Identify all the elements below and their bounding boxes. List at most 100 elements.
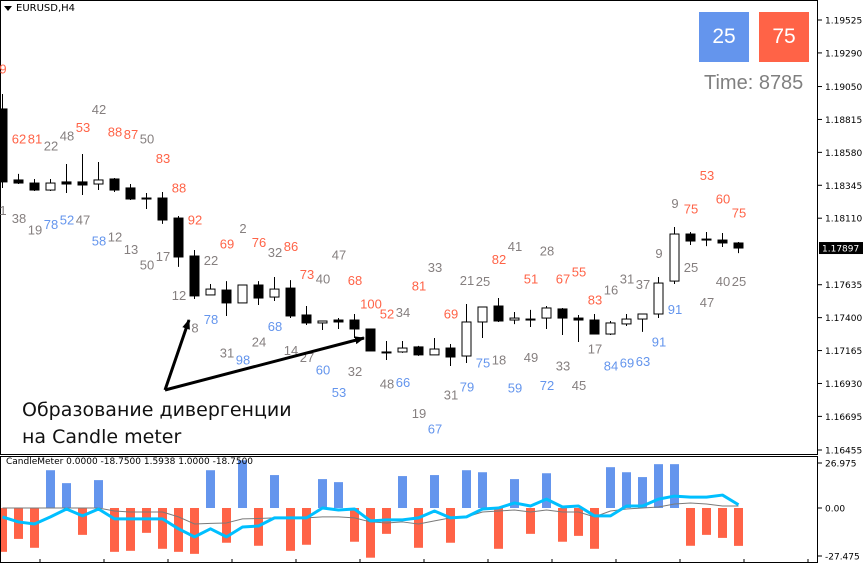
annotation-line-1: Образование дивергенции [22, 399, 292, 421]
histogram-bar-down [702, 507, 711, 535]
histogram-bar-down [366, 507, 375, 558]
candle [189, 249, 200, 300]
histogram-bar-down [558, 507, 567, 542]
meter-value-label: 8 [191, 320, 198, 335]
meter-value-label: 69 [220, 236, 234, 251]
meter-value-label: 67 [428, 421, 442, 436]
histogram-bar-down [526, 507, 535, 534]
meter-value-label: 48 [60, 129, 74, 144]
meter-value-label: 60 [716, 192, 730, 207]
bear-candle-body [573, 317, 584, 321]
meter-value-label: 66 [396, 375, 410, 390]
meter-value-label: 31 [444, 388, 458, 403]
dropdown-triangle-icon[interactable] [4, 6, 12, 11]
candle [365, 328, 376, 352]
symbol-header[interactable]: EURUSD,H4 [4, 3, 75, 14]
meter-value-label: 48 [380, 376, 394, 391]
meter-value-label: 91 [652, 334, 666, 349]
histogram-bar-down [14, 507, 23, 539]
bear-candle-body [189, 255, 200, 297]
meter-value-label: 2 [239, 221, 246, 236]
meter-value-label: 45 [572, 378, 586, 393]
meter-value-label: 87 [124, 127, 138, 142]
meter-value-label: 49 [524, 350, 538, 365]
bull-candle-body [317, 320, 328, 324]
meter-value-label: 53 [700, 168, 714, 183]
meter-value-label: 75 [684, 201, 698, 216]
bear-candle-body [685, 233, 696, 242]
candle [653, 277, 664, 319]
bear-candle-body [349, 319, 360, 330]
bear-candle-body [0, 108, 8, 183]
meter-value-label: 75 [476, 355, 490, 370]
candle [333, 318, 344, 329]
histogram-bar-up [654, 464, 663, 508]
candle [541, 306, 552, 329]
meter-value-label: 59 [508, 381, 522, 396]
candle [141, 192, 152, 209]
indicator-tick-label: -27.475 [825, 553, 860, 563]
histogram-bar-up [606, 467, 615, 508]
meter-value-label: 83 [156, 151, 170, 166]
candle [381, 341, 392, 360]
meter-value-label: 14 [284, 343, 298, 358]
current-price-marker [819, 242, 863, 255]
histogram-bar-up [670, 464, 679, 508]
meter-value-label: 69 [620, 355, 634, 370]
meter-value-label: 78 [44, 217, 58, 232]
bull-candle-body [429, 348, 440, 356]
meter-value-label: 22 [204, 253, 218, 268]
candle [685, 232, 696, 245]
bear-candle-body [29, 182, 40, 191]
meter-value-label: 32 [348, 364, 362, 379]
meter-value-label: 31 [620, 271, 634, 286]
meter-value-label: 37 [636, 277, 650, 292]
bull-candle-body [93, 179, 104, 185]
meter-value-label: 73 [300, 267, 314, 282]
histogram-bar-down [142, 507, 151, 533]
meter-value-label: 86 [284, 239, 298, 254]
meter-value-label: 91 [668, 302, 682, 317]
indicator-panel-frame [0, 456, 818, 563]
bull-candle-body [525, 318, 536, 321]
histogram-bar-down [350, 507, 359, 542]
meter-value-label: 50 [140, 131, 154, 146]
meter-value-label: 22 [44, 138, 58, 153]
candle [557, 307, 568, 336]
meter-value-label: 83 [588, 292, 602, 307]
meter-value-label: 33 [556, 358, 570, 373]
meter-value-label: 9 [671, 196, 678, 211]
histogram-bar-down [78, 507, 87, 535]
candle [0, 93, 8, 188]
candle [317, 320, 328, 330]
meter-value-label: 41 [508, 239, 522, 254]
bear-candle-body [365, 328, 376, 352]
meter-value-label: 18 [492, 353, 506, 368]
candle [589, 313, 600, 335]
histogram-bar-down [110, 507, 119, 552]
histogram-bar-up [238, 460, 247, 508]
meter-value-label: 47 [332, 248, 346, 263]
meter-value-label: 67 [556, 271, 570, 286]
meter-value-label: 40 [716, 274, 730, 289]
price-tick-label: 1.17400 [825, 314, 862, 324]
candle [493, 298, 504, 322]
histogram-bar-down [414, 507, 423, 548]
sell-percent-box: 75 [759, 12, 809, 62]
histogram-bar-down [190, 507, 199, 554]
histogram-bar-up [62, 483, 71, 508]
bear-candle-body [285, 287, 296, 317]
meter-value-label: 69 [444, 306, 458, 321]
bear-candle-body [701, 238, 712, 241]
candle [77, 154, 88, 195]
histogram-bar-down [494, 507, 503, 549]
meter-value-label: 92 [188, 213, 202, 228]
candle [109, 177, 120, 192]
price-tick-label: 1.18110 [825, 215, 862, 225]
price-tick-label: 1.19525 [825, 17, 862, 27]
price-tick-label: 1.16695 [825, 413, 862, 423]
candle [253, 281, 264, 306]
candle [157, 192, 168, 224]
candle [301, 306, 312, 326]
meter-value-label: 72 [540, 378, 554, 393]
